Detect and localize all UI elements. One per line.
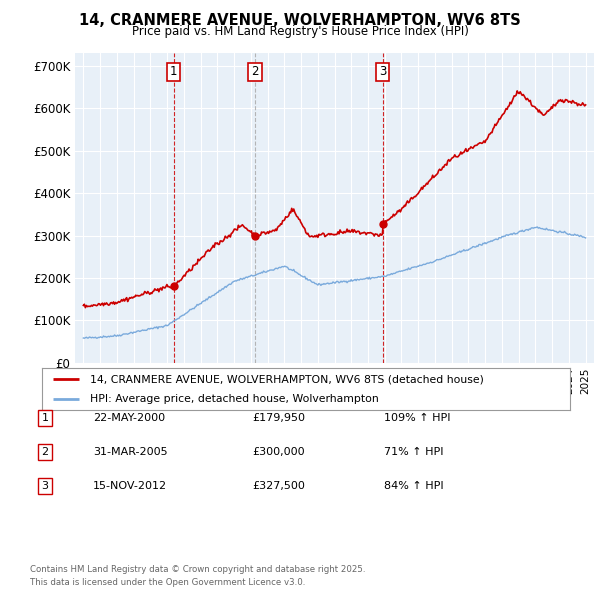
Text: 1: 1 (41, 413, 49, 422)
Text: 2: 2 (41, 447, 49, 457)
Text: 71% ↑ HPI: 71% ↑ HPI (384, 447, 443, 457)
Text: 109% ↑ HPI: 109% ↑ HPI (384, 413, 451, 422)
Text: £300,000: £300,000 (252, 447, 305, 457)
Text: 15-NOV-2012: 15-NOV-2012 (93, 481, 167, 491)
Text: 1: 1 (170, 65, 178, 78)
Text: 31-MAR-2005: 31-MAR-2005 (93, 447, 167, 457)
Text: 22-MAY-2000: 22-MAY-2000 (93, 413, 165, 422)
Text: Contains HM Land Registry data © Crown copyright and database right 2025.
This d: Contains HM Land Registry data © Crown c… (30, 565, 365, 587)
Text: £179,950: £179,950 (252, 413, 305, 422)
Text: 14, CRANMERE AVENUE, WOLVERHAMPTON, WV6 8TS: 14, CRANMERE AVENUE, WOLVERHAMPTON, WV6 … (79, 13, 521, 28)
Text: 3: 3 (41, 481, 49, 491)
Text: 84% ↑ HPI: 84% ↑ HPI (384, 481, 443, 491)
Text: 3: 3 (379, 65, 386, 78)
Text: 14, CRANMERE AVENUE, WOLVERHAMPTON, WV6 8TS (detached house): 14, CRANMERE AVENUE, WOLVERHAMPTON, WV6 … (89, 375, 484, 385)
Text: Price paid vs. HM Land Registry's House Price Index (HPI): Price paid vs. HM Land Registry's House … (131, 25, 469, 38)
Text: HPI: Average price, detached house, Wolverhampton: HPI: Average price, detached house, Wolv… (89, 395, 378, 404)
Text: £327,500: £327,500 (252, 481, 305, 491)
Text: 2: 2 (251, 65, 259, 78)
